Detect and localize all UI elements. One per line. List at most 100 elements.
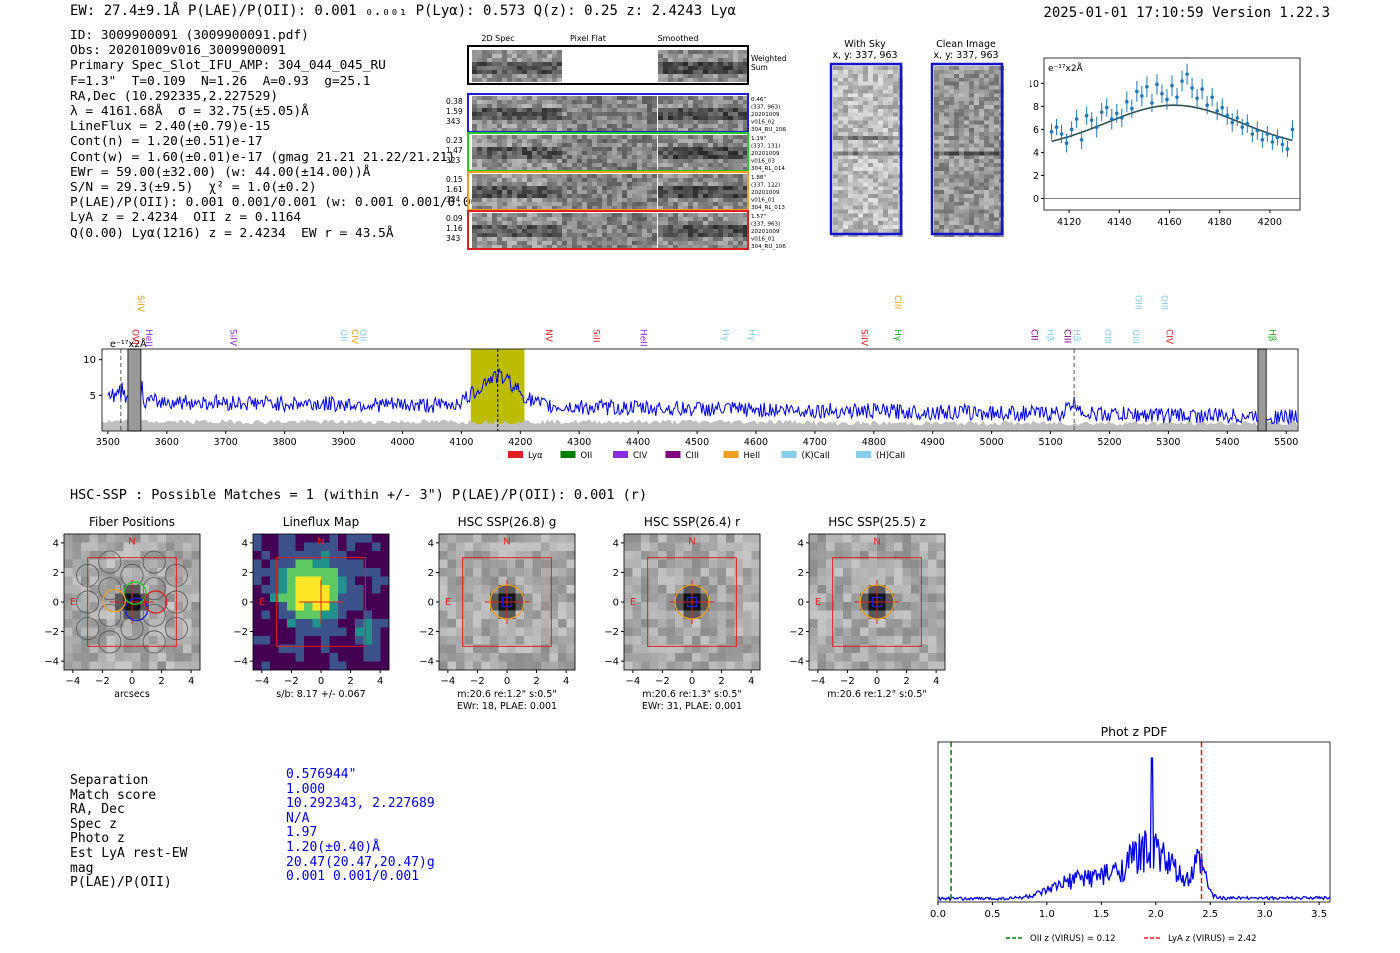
pixel xyxy=(979,140,984,144)
pixel xyxy=(878,147,883,152)
pixel xyxy=(728,167,733,171)
pixel xyxy=(984,171,989,175)
pixel xyxy=(853,151,858,156)
pixel xyxy=(858,182,863,187)
pixel xyxy=(572,108,577,112)
legend-swatch xyxy=(560,451,576,458)
pixel xyxy=(502,174,507,178)
pixel xyxy=(838,120,843,125)
pixel xyxy=(567,245,572,249)
pixel xyxy=(969,74,974,78)
pixel xyxy=(703,108,708,112)
pixel xyxy=(853,109,858,113)
pixel xyxy=(883,190,888,194)
pixel xyxy=(567,206,572,210)
pixel xyxy=(524,585,533,594)
pixel xyxy=(893,198,898,202)
pixel xyxy=(728,96,733,100)
pixel xyxy=(936,542,946,552)
pixel xyxy=(873,78,878,82)
pixel xyxy=(542,213,547,217)
pixel xyxy=(718,104,723,108)
pixel xyxy=(487,186,492,190)
pixel xyxy=(713,104,718,108)
pixel xyxy=(939,128,944,132)
pixel xyxy=(688,178,693,182)
pixel xyxy=(994,213,999,218)
pixel xyxy=(713,96,718,100)
pixel xyxy=(733,104,738,108)
x-tick-label: 2 xyxy=(718,676,724,687)
pixel xyxy=(944,202,949,206)
pixel xyxy=(592,104,597,108)
pixel xyxy=(959,78,964,82)
pixel xyxy=(507,182,512,186)
pixel xyxy=(692,559,701,569)
pixel xyxy=(532,198,537,202)
pixel xyxy=(964,124,969,129)
pixel xyxy=(497,112,502,116)
pixel xyxy=(733,120,738,124)
pixel xyxy=(723,167,728,171)
pixel xyxy=(678,139,683,143)
pixel xyxy=(592,155,597,159)
pixel xyxy=(537,167,542,171)
pixel xyxy=(969,213,974,218)
pixel xyxy=(954,217,959,222)
pixel xyxy=(718,78,723,82)
pixel xyxy=(502,167,507,171)
pixel xyxy=(532,245,537,249)
pixel xyxy=(902,542,912,552)
pixel xyxy=(718,50,723,54)
pixel xyxy=(848,78,853,82)
pixel xyxy=(473,636,482,645)
pixel xyxy=(602,217,607,221)
pixel xyxy=(979,229,984,233)
pixel xyxy=(979,109,984,113)
pixel xyxy=(678,54,683,58)
pixel xyxy=(607,190,612,194)
pixel xyxy=(944,198,949,202)
pixel xyxy=(587,135,592,139)
pixel xyxy=(642,151,647,155)
pixel xyxy=(703,135,708,139)
pixel xyxy=(481,551,491,560)
pixel xyxy=(492,229,497,233)
pixel xyxy=(622,155,627,159)
pixel xyxy=(542,163,547,167)
pixel xyxy=(612,167,617,171)
pixel xyxy=(287,542,296,552)
pixel xyxy=(562,116,567,120)
pixel xyxy=(974,163,979,167)
pixel xyxy=(658,54,663,58)
pixel xyxy=(372,636,381,645)
pixel xyxy=(157,568,167,577)
pixel xyxy=(666,627,676,637)
pixel xyxy=(557,167,562,171)
pixel xyxy=(524,534,533,543)
pixel xyxy=(627,229,632,233)
pixel xyxy=(346,619,356,628)
pixel xyxy=(683,178,688,182)
pixel xyxy=(439,636,448,645)
pixel xyxy=(939,74,944,78)
pixel xyxy=(532,559,542,569)
info-line: P(LAE)/P(OII): 0.001 0.001/0.001 (w: 0.0… xyxy=(70,195,494,211)
pixel xyxy=(693,167,698,171)
pixel xyxy=(833,225,838,229)
pixel xyxy=(944,81,949,86)
pixel xyxy=(487,100,492,104)
pixel xyxy=(893,225,898,229)
pixel xyxy=(738,151,743,155)
x-tick-label: 4100 xyxy=(449,437,473,448)
pixel xyxy=(878,178,883,183)
pixel xyxy=(287,644,296,654)
pixel xyxy=(959,225,964,229)
pixel xyxy=(98,534,107,543)
pixel xyxy=(873,132,878,136)
pixel xyxy=(949,109,954,113)
pixel xyxy=(295,551,305,560)
pixel xyxy=(439,661,448,671)
pixel xyxy=(666,619,676,628)
info-line: Cont(n) = 1.20(±0.51)e-17 xyxy=(70,134,263,150)
